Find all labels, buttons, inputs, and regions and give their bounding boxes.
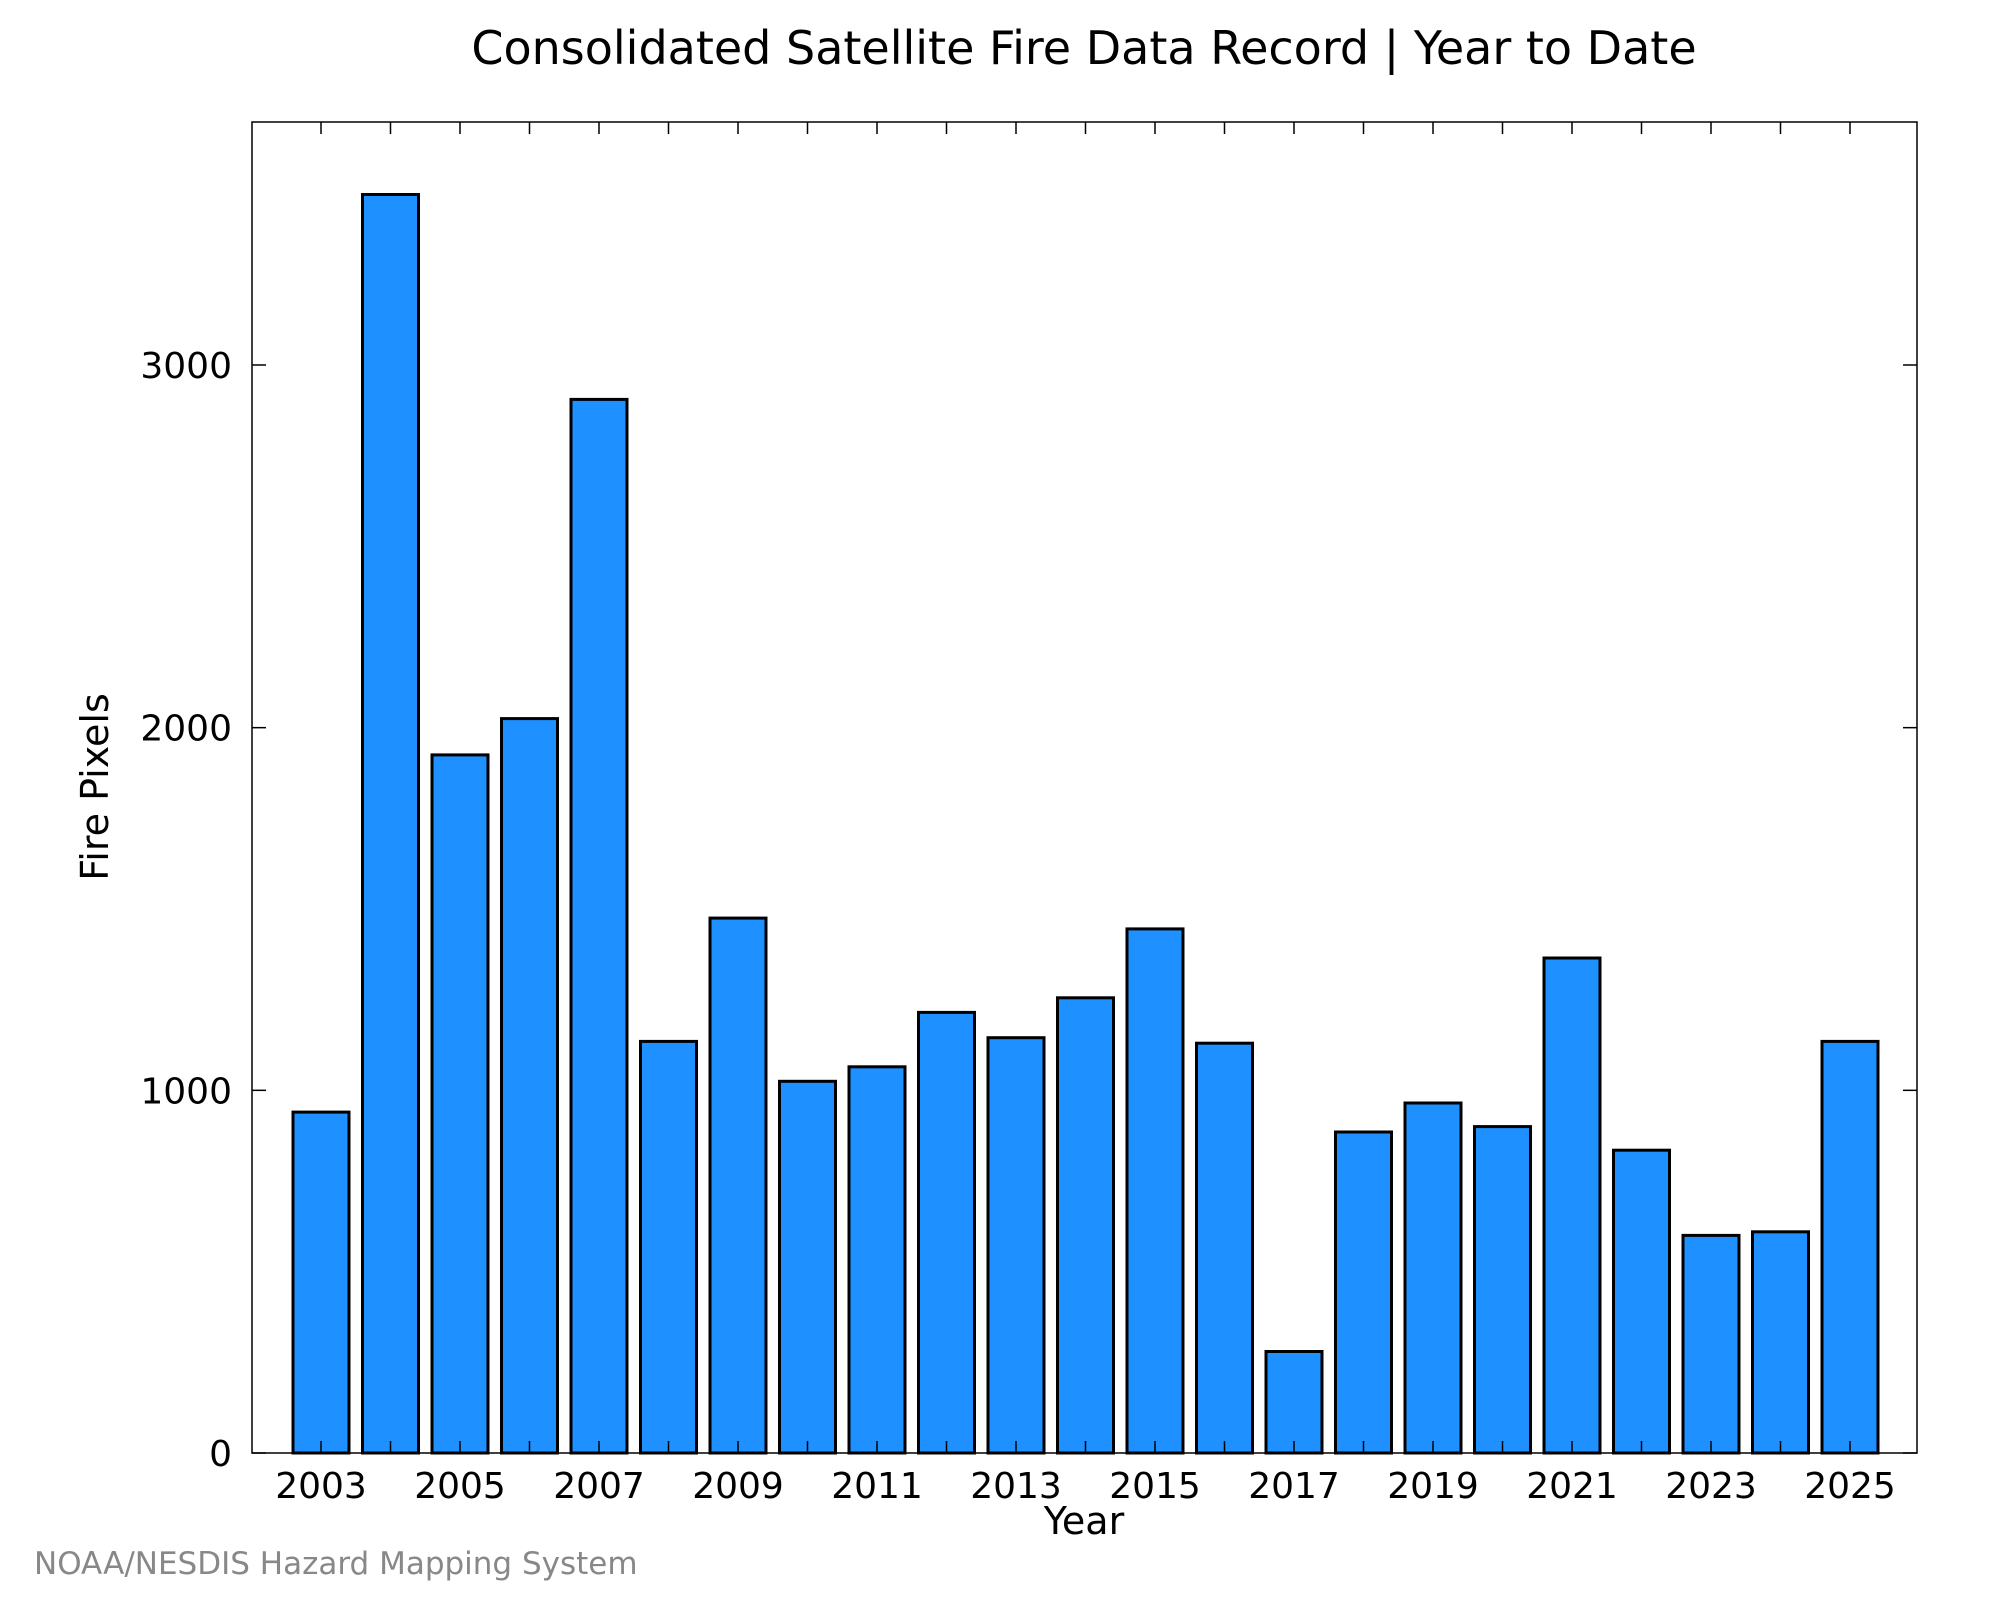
x-tick-label-2007: 2007 [553, 1466, 645, 1507]
bar-2015 [1125, 927, 1185, 1455]
bar-2022 [1612, 1148, 1671, 1455]
bar-2007 [569, 397, 629, 1455]
bar-2012 [917, 1010, 976, 1455]
x-tick-label-2015: 2015 [1109, 1466, 1201, 1507]
x-tick-label-2017: 2017 [1248, 1466, 1340, 1507]
bars-layer [291, 193, 1880, 1455]
bar-2021 [1542, 956, 1602, 1455]
x-tick-label-2019: 2019 [1387, 1466, 1479, 1507]
bar-2019 [1403, 1101, 1463, 1455]
x-tick-label-2021: 2021 [1526, 1466, 1618, 1507]
x-tick-label-2009: 2009 [692, 1466, 784, 1507]
bar-2011 [847, 1065, 907, 1455]
x-tick-label-2013: 2013 [970, 1466, 1062, 1507]
bar-2017 [1264, 1350, 1324, 1455]
bar-2010 [778, 1079, 837, 1455]
chart-title: Consolidated Satellite Fire Data Record … [471, 21, 1696, 76]
bar-2013 [986, 1036, 1046, 1455]
bar-2023 [1681, 1233, 1741, 1455]
bar-2004 [361, 193, 420, 1455]
bar-2005 [430, 753, 490, 1455]
y-tick-label-0: 0 [209, 1434, 232, 1475]
x-axis-label: Year [1043, 1499, 1125, 1543]
plot-frame [251, 121, 1918, 1454]
y-tick-label-1000: 1000 [140, 1071, 232, 1112]
y-tick-label-3000: 3000 [140, 346, 232, 387]
bar-2018 [1334, 1130, 1393, 1455]
ticks-layer: 2003 2005 2007 2009 2011 2013 2015 2017 2019 2021… [140, 122, 1917, 1507]
bar-2009 [708, 916, 768, 1455]
bar-2008 [639, 1039, 698, 1455]
bar-2003 [291, 1110, 351, 1455]
x-tick-label-2023: 2023 [1665, 1466, 1757, 1507]
y-axis-label: Fire Pixels [73, 693, 117, 881]
bar-2014 [1056, 996, 1115, 1455]
x-tick-label-2025: 2025 [1804, 1466, 1896, 1507]
x-tick-label-2005: 2005 [414, 1466, 506, 1507]
bar-2024 [1751, 1230, 1810, 1455]
credit-label: NOAA/NESDIS Hazard Mapping System [34, 1546, 638, 1582]
bar-2025 [1820, 1039, 1880, 1455]
bar-2006 [500, 717, 559, 1455]
x-tick-label-2003: 2003 [275, 1466, 367, 1507]
bar-2016 [1195, 1041, 1254, 1455]
x-tick-label-2011: 2011 [831, 1466, 923, 1507]
y-tick-label-2000: 2000 [140, 709, 232, 750]
bar-2020 [1473, 1125, 1532, 1455]
